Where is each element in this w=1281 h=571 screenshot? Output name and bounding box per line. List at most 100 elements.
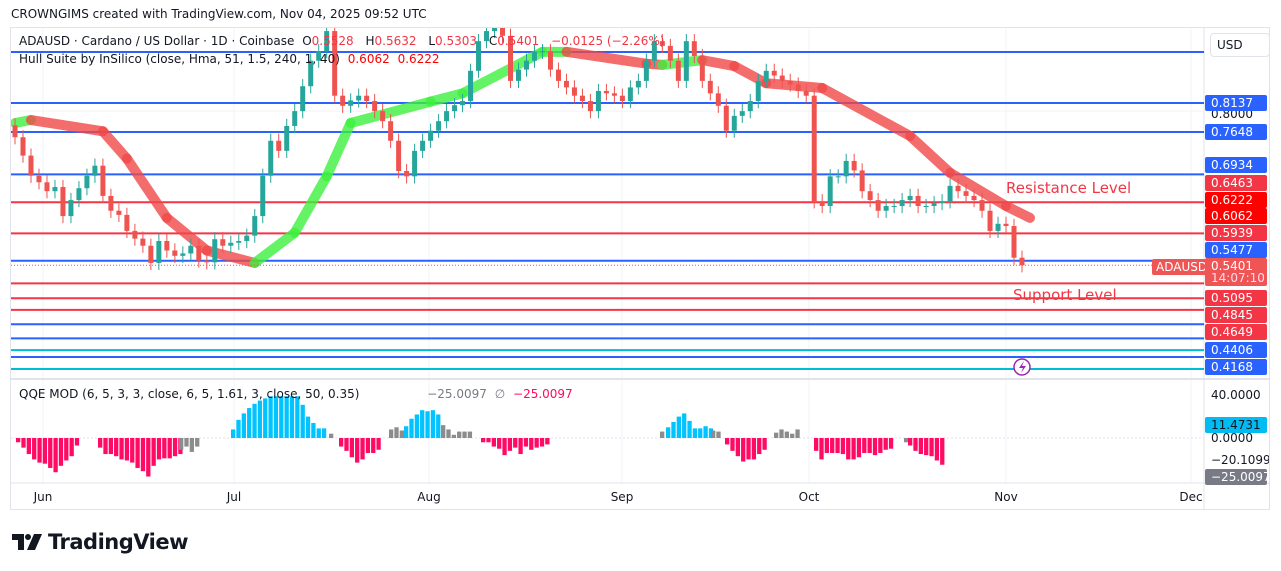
candle[interactable] bbox=[228, 242, 234, 246]
candle[interactable] bbox=[555, 69, 561, 81]
currency-selector[interactable]: USD bbox=[1210, 33, 1269, 57]
candle[interactable] bbox=[979, 200, 985, 211]
candle[interactable] bbox=[300, 86, 306, 112]
candle[interactable] bbox=[987, 210, 993, 231]
candle[interactable] bbox=[20, 137, 26, 156]
candle[interactable] bbox=[276, 140, 282, 151]
candle[interactable] bbox=[236, 240, 242, 243]
candle[interactable] bbox=[699, 55, 705, 81]
candle[interactable] bbox=[731, 115, 737, 131]
candle[interactable] bbox=[579, 95, 585, 102]
candle[interactable] bbox=[460, 101, 466, 106]
candle[interactable] bbox=[52, 187, 58, 192]
candle[interactable] bbox=[204, 260, 210, 263]
candle[interactable] bbox=[931, 203, 937, 207]
candle[interactable] bbox=[292, 111, 298, 126]
candle[interactable] bbox=[595, 90, 601, 112]
candle[interactable] bbox=[691, 41, 697, 56]
qqe-title[interactable]: QQE MOD (6, 5, 3, 3, close, 6, 5, 1.61, … bbox=[19, 387, 360, 401]
candle[interactable] bbox=[364, 95, 370, 102]
candle[interactable] bbox=[172, 250, 178, 256]
candle[interactable] bbox=[875, 200, 881, 211]
candle[interactable] bbox=[492, 28, 498, 32]
tradingview-logo[interactable]: TradingView bbox=[12, 530, 188, 554]
candle[interactable] bbox=[651, 41, 657, 61]
candle[interactable] bbox=[939, 201, 945, 204]
candle[interactable] bbox=[404, 171, 410, 177]
candle[interactable] bbox=[635, 80, 641, 88]
candle[interactable] bbox=[835, 176, 841, 178]
candle[interactable] bbox=[667, 45, 673, 61]
candle[interactable] bbox=[156, 240, 162, 263]
candle[interactable] bbox=[795, 84, 801, 91]
candle[interactable] bbox=[412, 150, 418, 177]
candle[interactable] bbox=[92, 165, 98, 176]
candle[interactable] bbox=[84, 175, 90, 189]
candle[interactable] bbox=[44, 182, 50, 192]
candle[interactable] bbox=[212, 239, 218, 263]
candle[interactable] bbox=[907, 195, 913, 201]
candle[interactable] bbox=[148, 245, 154, 263]
candle[interactable] bbox=[476, 41, 482, 71]
hull-title[interactable]: Hull Suite by InSilico (close, Hma, 51, … bbox=[19, 52, 340, 66]
candle[interactable] bbox=[252, 216, 258, 236]
candle[interactable] bbox=[244, 235, 250, 241]
candle[interactable] bbox=[132, 230, 138, 239]
candle[interactable] bbox=[1011, 226, 1017, 258]
candle[interactable] bbox=[611, 93, 617, 96]
chart-canvas[interactable] bbox=[11, 28, 1270, 510]
candle[interactable] bbox=[36, 175, 42, 183]
candle[interactable] bbox=[723, 105, 729, 131]
candle[interactable] bbox=[164, 240, 170, 251]
candle[interactable] bbox=[843, 160, 849, 177]
candle[interactable] bbox=[603, 90, 609, 94]
candle[interactable] bbox=[675, 60, 681, 81]
candle[interactable] bbox=[60, 187, 66, 217]
candle[interactable] bbox=[484, 31, 490, 42]
candle[interactable] bbox=[531, 51, 537, 61]
candle[interactable] bbox=[867, 191, 873, 201]
candle[interactable] bbox=[428, 130, 434, 141]
candle[interactable] bbox=[508, 35, 514, 81]
candle[interactable] bbox=[547, 51, 553, 70]
candle[interactable] bbox=[771, 70, 777, 76]
candle[interactable] bbox=[324, 31, 330, 52]
candle[interactable] bbox=[923, 206, 929, 208]
candle[interactable] bbox=[108, 195, 114, 211]
candle[interactable] bbox=[715, 93, 721, 106]
candle[interactable] bbox=[188, 245, 194, 254]
candle[interactable] bbox=[803, 90, 809, 96]
candle[interactable] bbox=[380, 111, 386, 122]
candle[interactable] bbox=[779, 75, 785, 81]
candle[interactable] bbox=[587, 101, 593, 112]
candle[interactable] bbox=[284, 125, 290, 151]
candle[interactable] bbox=[340, 95, 346, 106]
candle[interactable] bbox=[851, 160, 857, 171]
candle[interactable] bbox=[1019, 257, 1025, 266]
candle[interactable] bbox=[995, 223, 1001, 231]
candle[interactable] bbox=[356, 95, 362, 101]
candle[interactable] bbox=[571, 87, 577, 96]
candle[interactable] bbox=[116, 210, 122, 215]
candle[interactable] bbox=[787, 80, 793, 85]
candle[interactable] bbox=[747, 101, 753, 112]
candle[interactable] bbox=[763, 70, 769, 81]
candle[interactable] bbox=[811, 95, 817, 202]
candle[interactable] bbox=[500, 28, 506, 36]
candle[interactable] bbox=[739, 111, 745, 116]
candle[interactable] bbox=[971, 195, 977, 201]
candle[interactable] bbox=[819, 201, 825, 207]
candle[interactable] bbox=[899, 200, 905, 207]
candle[interactable] bbox=[68, 200, 74, 217]
candle[interactable] bbox=[755, 80, 761, 102]
candle[interactable] bbox=[348, 100, 354, 106]
candle[interactable] bbox=[891, 206, 897, 208]
candle[interactable] bbox=[220, 239, 226, 246]
candle[interactable] bbox=[12, 125, 18, 138]
candle[interactable] bbox=[827, 176, 833, 207]
candle[interactable] bbox=[332, 31, 338, 96]
candle[interactable] bbox=[420, 140, 426, 151]
candle[interactable] bbox=[180, 253, 186, 256]
candle[interactable] bbox=[947, 185, 953, 202]
candle[interactable] bbox=[268, 140, 274, 176]
